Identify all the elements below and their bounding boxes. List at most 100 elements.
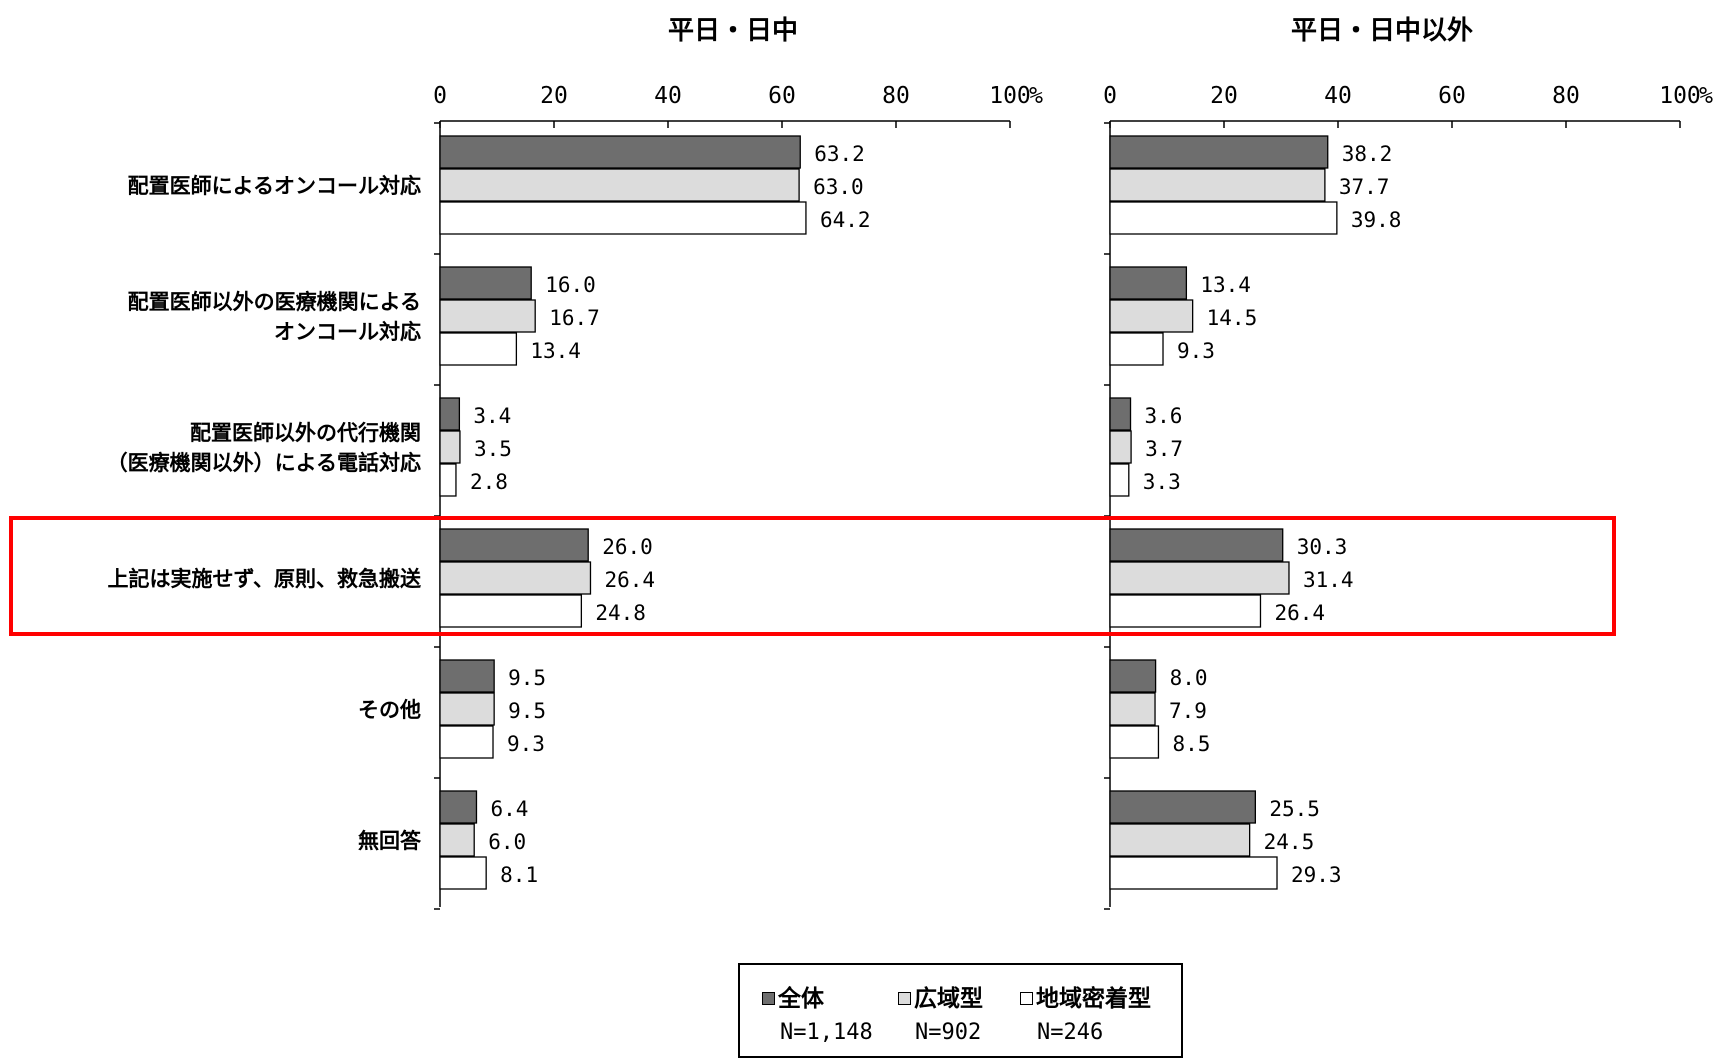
x-tick-label-daytime: 60: [768, 83, 796, 109]
bar-non-daytime-0-1: [1109, 168, 1326, 202]
bar-daytime-4-2: [439, 725, 494, 759]
legend-swatch-community: [1020, 992, 1033, 1005]
value-label-daytime-0-0: 63.2: [814, 142, 865, 166]
category-label-line: 無回答: [358, 828, 421, 853]
bar-non-daytime-4-0: [1109, 659, 1157, 693]
bar-daytime-2-2: [439, 463, 457, 497]
category-label-line: 配置医師以外の医療機関による: [127, 289, 421, 314]
value-label-daytime-4-2: 9.3: [507, 732, 545, 756]
bar-chart-svg: 0 20 40 60 80 100% 63.2 63.0 64.2 16.0 16.7 13.4 3.4…: [433, 83, 1713, 910]
x-unit-label-daytime: %: [1029, 83, 1043, 109]
x-tick-label-daytime: 80: [882, 83, 910, 109]
bar-non-daytime-5-0: [1109, 790, 1257, 824]
value-label-daytime-2-0: 3.4: [473, 404, 511, 428]
x-tick-label-non-daytime: 100: [1659, 83, 1701, 109]
bar-daytime-4-0: [439, 659, 495, 693]
x-tick-label-daytime: 40: [654, 83, 682, 109]
value-label-daytime-3-1: 26.4: [604, 568, 655, 592]
value-label-non-daytime-4-0: 8.0: [1170, 666, 1208, 690]
legend-item-wide-area: 広域型: [898, 979, 983, 1013]
x-tick-label-daytime: 100: [989, 83, 1031, 109]
category-label-2: 配置医師以外の代行機関 （医療機関以外）による電話対応: [107, 418, 421, 478]
category-label-0: 配置医師によるオンコール対応: [128, 171, 421, 201]
x-tick-label-non-daytime: 80: [1552, 83, 1580, 109]
bar-daytime-5-0: [439, 790, 478, 824]
value-label-daytime-1-0: 16.0: [545, 273, 596, 297]
value-label-daytime-3-2: 24.8: [595, 601, 646, 625]
value-label-non-daytime-2-2: 3.3: [1143, 470, 1181, 494]
legend-label-all: 全体: [778, 986, 824, 1012]
bar-non-daytime-2-1: [1109, 430, 1132, 464]
bar-non-daytime-3-0: [1109, 528, 1284, 562]
value-label-non-daytime-1-2: 9.3: [1177, 339, 1215, 363]
legend-swatch-wide-area: [898, 992, 911, 1005]
category-label-line: 配置医師以外の代行機関: [190, 420, 421, 445]
bar-non-daytime-1-2: [1109, 332, 1164, 366]
bar-daytime-1-2: [439, 332, 518, 366]
bar-daytime-0-0: [439, 135, 801, 169]
value-label-daytime-2-1: 3.5: [474, 437, 512, 461]
bar-daytime-3-2: [439, 594, 583, 628]
bar-daytime-5-2: [439, 856, 487, 890]
bar-daytime-2-1: [439, 430, 461, 464]
bar-daytime-2-0: [439, 397, 461, 431]
legend-n-wide-area: N=902: [915, 1020, 982, 1045]
legend: 全体 広域型 地域密着型 N=1,148 N=902 N=246: [738, 963, 1183, 1058]
category-label-line: オンコール対応: [274, 319, 421, 344]
x-tick-label-non-daytime: 0: [1103, 83, 1117, 109]
value-label-daytime-3-0: 26.0: [602, 535, 653, 559]
category-label-1: 配置医師以外の医療機関によるオンコール対応: [128, 287, 421, 347]
value-label-daytime-0-1: 63.0: [813, 175, 864, 199]
bar-non-daytime-2-2: [1109, 463, 1130, 497]
category-label-3: 上記は実施せず、原則、救急搬送: [107, 564, 421, 594]
category-label-line: その他: [358, 697, 421, 722]
bar-non-daytime-1-1: [1109, 299, 1194, 333]
value-label-non-daytime-0-2: 39.8: [1351, 208, 1402, 232]
legend-swatch-all: [762, 992, 775, 1005]
category-label-5: 無回答: [358, 826, 421, 856]
x-tick-label-non-daytime: 40: [1324, 83, 1352, 109]
value-label-non-daytime-4-1: 7.9: [1169, 699, 1207, 723]
value-label-daytime-5-2: 8.1: [500, 863, 538, 887]
value-label-non-daytime-3-0: 30.3: [1297, 535, 1348, 559]
legend-item-all: 全体: [762, 979, 824, 1013]
bar-non-daytime-5-1: [1109, 823, 1251, 857]
category-label-line: 配置医師によるオンコール対応: [127, 173, 421, 198]
value-label-daytime-2-2: 2.8: [470, 470, 508, 494]
bar-daytime-0-2: [439, 201, 807, 235]
value-label-non-daytime-3-1: 31.4: [1303, 568, 1354, 592]
x-unit-label-non-daytime: %: [1699, 83, 1713, 109]
value-label-non-daytime-0-0: 38.2: [1342, 142, 1393, 166]
x-tick-label-non-daytime: 20: [1210, 83, 1238, 109]
bar-non-daytime-0-2: [1109, 201, 1338, 235]
category-label-line: （医療機関以外）による電話対応: [106, 450, 421, 475]
panel-title-weekday-daytime: 平日・日中: [667, 16, 798, 46]
legend-n-all: N=1,148: [780, 1020, 873, 1045]
value-label-non-daytime-2-0: 3.6: [1145, 404, 1183, 428]
bar-daytime-0-1: [439, 168, 800, 202]
legend-n-community: N=246: [1037, 1020, 1104, 1045]
value-label-daytime-5-1: 6.0: [488, 830, 526, 854]
bar-daytime-3-0: [439, 528, 589, 562]
value-label-daytime-5-0: 6.4: [490, 797, 528, 821]
value-label-non-daytime-0-1: 37.7: [1339, 175, 1390, 199]
legend-label-community: 地域密着型: [1036, 986, 1151, 1012]
bar-daytime-5-1: [439, 823, 475, 857]
value-label-non-daytime-1-1: 14.5: [1207, 306, 1258, 330]
value-label-non-daytime-2-1: 3.7: [1145, 437, 1183, 461]
value-label-non-daytime-1-0: 13.4: [1200, 273, 1251, 297]
legend-item-community: 地域密着型: [1020, 979, 1151, 1013]
value-label-daytime-4-0: 9.5: [508, 666, 546, 690]
x-tick-label-daytime: 0: [433, 83, 447, 109]
legend-label-wide-area: 広域型: [914, 986, 983, 1012]
value-label-daytime-0-2: 64.2: [820, 208, 871, 232]
bar-daytime-4-1: [439, 692, 495, 726]
value-label-non-daytime-5-1: 24.5: [1264, 830, 1315, 854]
bar-daytime-3-1: [439, 561, 592, 595]
category-label-4: その他: [358, 695, 421, 725]
x-tick-label-non-daytime: 60: [1438, 83, 1466, 109]
panel-title-weekday-non-daytime: 平日・日中以外: [1290, 16, 1473, 46]
value-label-non-daytime-5-0: 25.5: [1269, 797, 1320, 821]
value-label-daytime-4-1: 9.5: [508, 699, 546, 723]
bar-non-daytime-3-1: [1109, 561, 1290, 595]
